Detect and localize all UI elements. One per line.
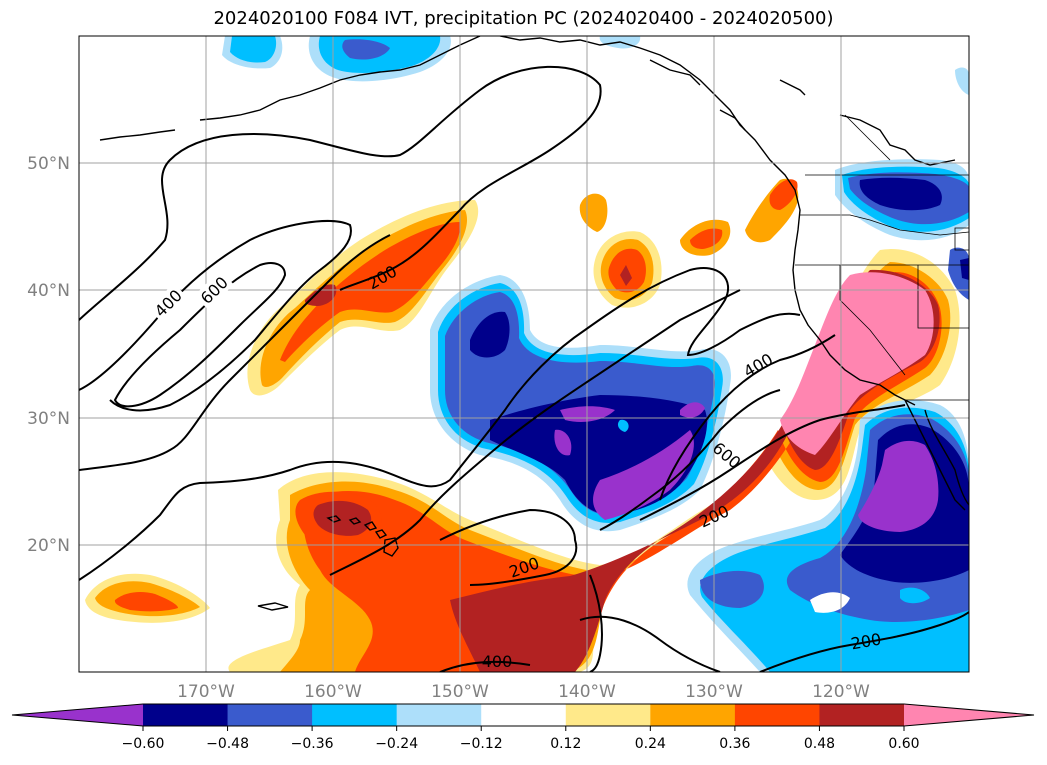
colorbar-tick-label: 0.48 <box>804 736 835 752</box>
ivt-label-400-south: 400 <box>482 652 513 671</box>
longitude-labels: 170°W 160°W 150°W 140°W 130°W 120°W <box>177 682 870 702</box>
lat-label-30n: 30°N <box>27 409 70 429</box>
colorbar-tick-label: 0.24 <box>635 736 666 752</box>
lon-label-130w: 130°W <box>685 682 743 702</box>
ivt-contour-200-east <box>639 404 906 521</box>
ivt-contour-400-south <box>439 660 531 672</box>
map-title: 2024020100 F084 IVT, precipitation PC (2… <box>213 8 834 29</box>
colorbar-tick-label: 0.36 <box>719 736 750 752</box>
lon-label-170w: 170°W <box>177 682 235 702</box>
ivt-contour-200-sw <box>589 574 603 672</box>
colorbar-extend-low <box>12 704 143 726</box>
lat-label-20n: 20°N <box>27 536 70 556</box>
colorbar-tick-label: 0.12 <box>550 736 581 752</box>
colorbar-extend-high <box>904 704 1034 726</box>
ivt-contour-600-west <box>113 262 287 408</box>
colorbar: −0.60 −0.48 −0.36 −0.24 −0.12 0.12 0.24 0.36 0.4… <box>11 703 1035 752</box>
ivt-contour-200-west <box>79 234 391 471</box>
colorbar-segment <box>227 704 313 726</box>
lat-label-40n: 40°N <box>27 281 70 301</box>
hawaiian-islands <box>257 515 399 611</box>
ivt-contours <box>79 65 969 672</box>
ivt-contour-200-north <box>79 65 602 321</box>
negative-pc-field <box>222 36 969 672</box>
lon-label-150w: 150°W <box>431 682 489 702</box>
colorbar-tick-label: −0.12 <box>460 736 503 752</box>
ivt-contour-200-south <box>439 508 578 586</box>
map-frame <box>78 35 970 673</box>
lat-label-50n: 50°N <box>27 154 70 174</box>
colorbar-segment <box>565 704 651 726</box>
lon-label-140w: 140°W <box>558 682 616 702</box>
positive-pc-field <box>85 178 960 672</box>
lon-label-120w: 120°W <box>812 682 870 702</box>
coastlines <box>99 36 969 511</box>
lon-label-160w: 160°W <box>304 682 362 702</box>
ivt-contour-400-main <box>329 289 741 576</box>
colorbar-tick-label: −0.24 <box>375 736 418 752</box>
ivt-contour-200-se <box>579 615 721 672</box>
ivt-contour-400-east <box>659 334 836 501</box>
colorbar-tick-label: 0.60 <box>888 736 919 752</box>
colorbar-segment <box>650 704 736 726</box>
colorbar-segment <box>312 704 398 726</box>
map-panel: 400 600 200 400 600 200 200 400 200 <box>79 36 969 672</box>
ivt-contour-600-south <box>599 389 781 531</box>
colorbar-tick-label: −0.36 <box>291 736 334 752</box>
ivt-contour-200-far-se <box>759 611 969 672</box>
latitude-labels: 50°N 40°N 30°N 20°N <box>27 154 70 556</box>
political-boundaries <box>795 114 969 401</box>
colorbar-segment <box>819 704 905 726</box>
ivt-contour-200-central <box>79 267 801 581</box>
colorbar-segment <box>481 704 567 726</box>
colorbar-segment <box>734 704 821 726</box>
gridlines <box>79 36 969 672</box>
colorbar-tick-label: −0.48 <box>206 736 249 752</box>
colorbar-segment <box>143 704 229 726</box>
colorbar-segment <box>396 704 482 726</box>
colorbar-tick-label: −0.60 <box>122 736 165 752</box>
